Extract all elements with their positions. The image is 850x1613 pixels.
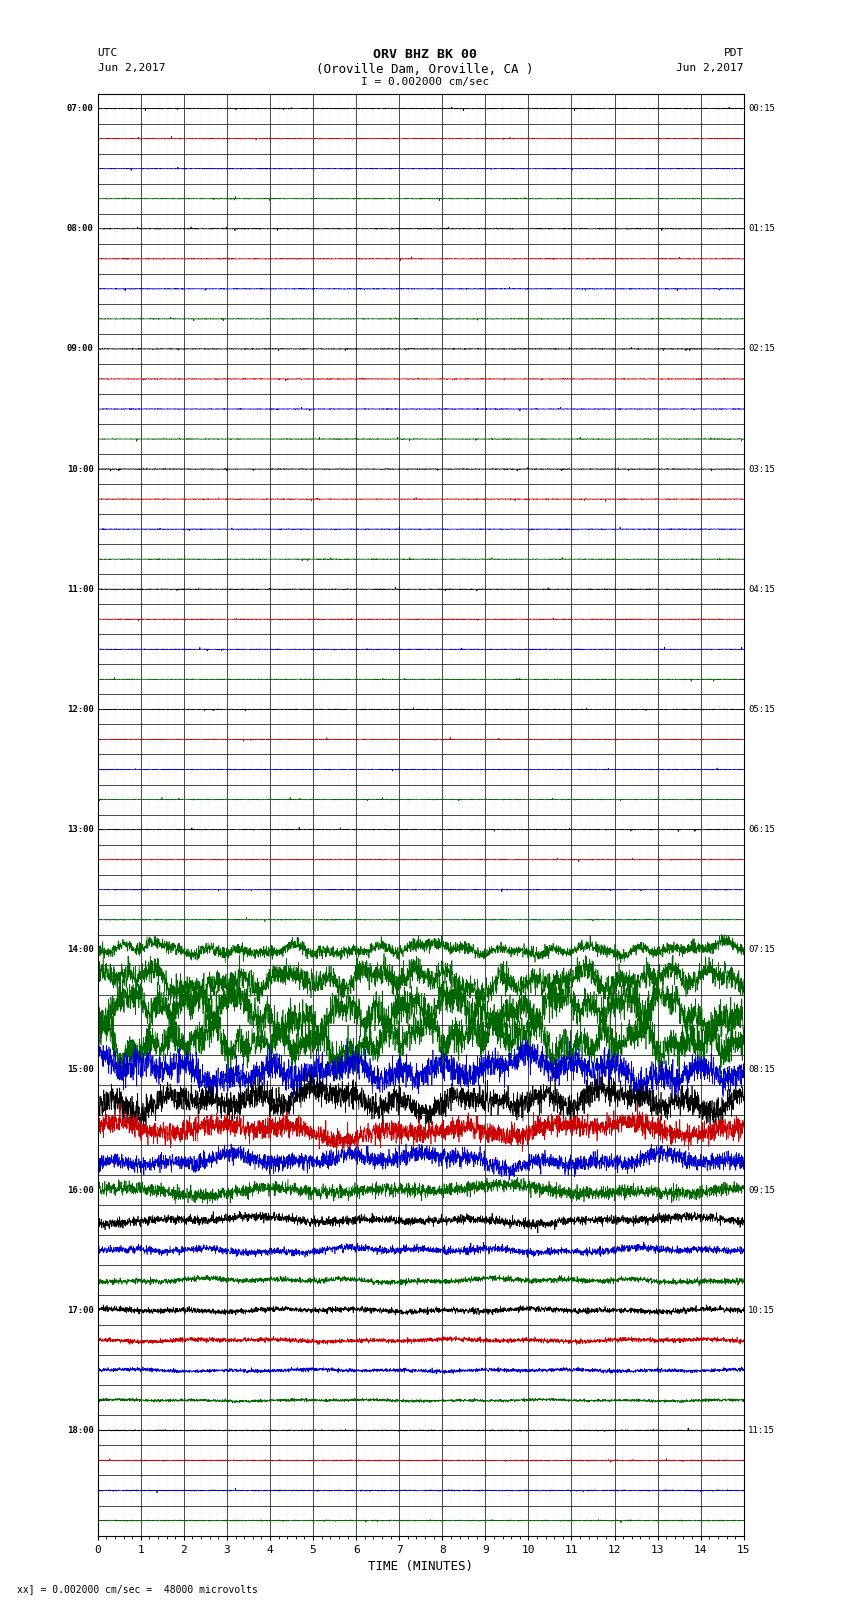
Text: (Oroville Dam, Oroville, CA ): (Oroville Dam, Oroville, CA ) bbox=[316, 63, 534, 76]
Text: 00:15: 00:15 bbox=[748, 105, 775, 113]
Text: Jun 2,2017: Jun 2,2017 bbox=[98, 63, 165, 73]
Text: 09:15: 09:15 bbox=[748, 1186, 775, 1195]
Text: 10:15: 10:15 bbox=[748, 1307, 775, 1315]
Text: 16:00: 16:00 bbox=[66, 1186, 94, 1195]
Text: 06:15: 06:15 bbox=[748, 826, 775, 834]
Text: 11:00: 11:00 bbox=[66, 586, 94, 594]
Text: 08:00: 08:00 bbox=[66, 224, 94, 234]
Text: 15:00: 15:00 bbox=[66, 1066, 94, 1074]
Text: Jun 2,2017: Jun 2,2017 bbox=[677, 63, 744, 73]
Text: 18:00: 18:00 bbox=[66, 1426, 94, 1436]
Text: 13:00: 13:00 bbox=[66, 826, 94, 834]
Text: xx] = 0.002000 cm/sec =  48000 microvolts: xx] = 0.002000 cm/sec = 48000 microvolts bbox=[17, 1584, 258, 1594]
Text: 05:15: 05:15 bbox=[748, 705, 775, 715]
Text: 04:15: 04:15 bbox=[748, 586, 775, 594]
Text: 12:00: 12:00 bbox=[66, 705, 94, 715]
Text: ORV BHZ BK 00: ORV BHZ BK 00 bbox=[373, 48, 477, 61]
Text: PDT: PDT bbox=[723, 48, 744, 58]
Text: UTC: UTC bbox=[98, 48, 118, 58]
Text: 02:15: 02:15 bbox=[748, 345, 775, 353]
Text: 10:00: 10:00 bbox=[66, 465, 94, 474]
Text: I = 0.002000 cm/sec: I = 0.002000 cm/sec bbox=[361, 77, 489, 87]
Text: 08:15: 08:15 bbox=[748, 1066, 775, 1074]
Text: 03:15: 03:15 bbox=[748, 465, 775, 474]
Text: 11:15: 11:15 bbox=[748, 1426, 775, 1436]
X-axis label: TIME (MINUTES): TIME (MINUTES) bbox=[368, 1560, 473, 1573]
Text: 07:15: 07:15 bbox=[748, 945, 775, 955]
Text: 17:00: 17:00 bbox=[66, 1307, 94, 1315]
Text: 09:00: 09:00 bbox=[66, 345, 94, 353]
Text: 14:00: 14:00 bbox=[66, 945, 94, 955]
Text: 07:00: 07:00 bbox=[66, 105, 94, 113]
Text: 01:15: 01:15 bbox=[748, 224, 775, 234]
